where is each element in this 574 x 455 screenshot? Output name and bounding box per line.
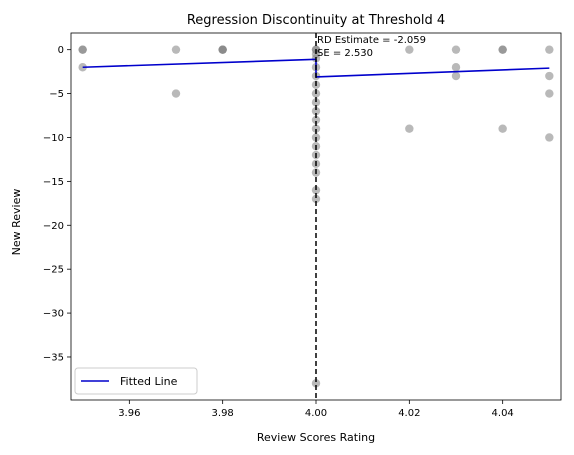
data-point [451, 45, 461, 54]
x-tick-label: 4.02 [398, 408, 420, 419]
y-tick-label: 0 [58, 45, 64, 56]
legend-label: Fitted Line [120, 375, 178, 388]
y-tick-label: −25 [43, 265, 64, 276]
x-tick-label: 4.00 [305, 408, 327, 419]
data-point [78, 45, 87, 54]
legend: Fitted Line [74, 367, 198, 395]
y-tick-label: −30 [43, 309, 64, 320]
data-point [311, 106, 321, 116]
se-annotation: SE = 2.530 [317, 48, 373, 59]
y-tick-label: −10 [43, 133, 64, 144]
data-point [498, 124, 507, 133]
data-point [311, 115, 321, 125]
data-point [311, 194, 321, 204]
data-point [451, 63, 461, 72]
y-tick-label: −5 [49, 89, 64, 100]
data-point [311, 98, 321, 107]
x-tick-label: 3.96 [118, 408, 140, 419]
data-point [311, 124, 321, 133]
data-point [451, 71, 461, 81]
y-axis-ticks: 0 −5 −10 −15 −20 −25 −30 −35 [43, 45, 71, 363]
fitted-line-segment [315, 67, 550, 78]
data-point [545, 71, 554, 81]
data-point [545, 133, 554, 142]
y-tick-label: −15 [43, 177, 64, 188]
data-point [545, 45, 554, 54]
y-axis-label: New Review [10, 189, 23, 256]
data-point [311, 185, 321, 195]
x-tick-label: 4.04 [492, 408, 514, 419]
y-tick-label: −35 [43, 352, 64, 363]
scatter-points [78, 45, 554, 388]
data-point [545, 89, 554, 98]
data-point [405, 124, 414, 133]
x-axis-label: Review Scores Rating [257, 431, 375, 444]
chart-title: Regression Discontinuity at Threshold 4 [187, 13, 445, 28]
data-point [405, 45, 414, 54]
x-axis-ticks: 3.96 3.98 4.00 4.02 4.04 [118, 400, 514, 419]
data-point [498, 45, 507, 54]
data-point [171, 89, 181, 98]
rd-estimate-annotation: RD Estimate = -2.059 [317, 35, 426, 46]
data-point [218, 45, 227, 54]
fitted-line-segment [82, 58, 317, 69]
x-tick-label: 3.98 [212, 408, 234, 419]
legend-box [74, 367, 198, 395]
data-point [171, 45, 181, 54]
data-point [311, 379, 321, 388]
y-tick-label: −20 [43, 221, 64, 232]
